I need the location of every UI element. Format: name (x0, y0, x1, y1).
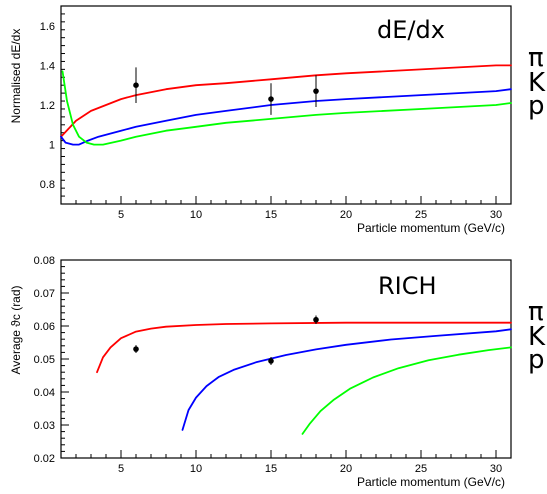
rich-y-tick-label: 0.02 (34, 453, 55, 465)
rich-y-ticks: 0.02 0.03 0.04 0.05 0.06 0.07 0.08 (34, 255, 69, 465)
rich-x-tick-label: 15 (265, 463, 277, 475)
rich-x-tick-label: 25 (415, 463, 427, 475)
rich-kaon-label: K (528, 322, 546, 352)
dedx-proton-curve (61, 70, 512, 146)
rich-panel-title: RICH (378, 272, 437, 300)
dedx-kaon-label: K (528, 68, 546, 98)
dedx-pion-label: π (528, 43, 544, 73)
rich-x-tick-label: 5 (118, 463, 124, 475)
rich-data-points (133, 315, 319, 365)
dedx-panel-title: dE/dx (377, 16, 445, 44)
dedx-data-points (133, 67, 319, 115)
rich-data-point (268, 358, 274, 364)
rich-x-tick-label: 30 (490, 463, 502, 475)
dedx-data-point (313, 88, 319, 94)
dedx-y-tick-label: 0.8 (40, 179, 55, 191)
rich-y-tick-label: 0.08 (34, 255, 55, 267)
dedx-x-tick-label: 5 (118, 209, 124, 221)
rich-panel: 5 10 15 20 25 30 0.02 0.03 0.04 0.05 0.06 0.07 0.08… (9, 255, 546, 489)
dedx-y-tick-label: 1 (49, 140, 55, 152)
rich-proton-label: p (528, 345, 545, 375)
dedx-particle-labels: π K p (528, 43, 546, 121)
dedx-y-ticks: 0.8 1 1.2 1.4 1.6 (40, 5, 65, 205)
dedx-x-tick-label: 20 (340, 209, 352, 221)
dedx-x-ticks: 5 10 15 20 25 30 (60, 196, 512, 221)
rich-kaon-curve (181, 328, 512, 431)
dedx-y-tick-label: 1.4 (40, 60, 55, 72)
rich-x-tick-label: 10 (190, 463, 202, 475)
dedx-x-tick-label: 25 (415, 209, 427, 221)
rich-pion-label: π (528, 297, 544, 327)
rich-y-tick-label: 0.06 (34, 321, 55, 333)
rich-y-tick-label: 0.05 (34, 354, 55, 366)
dedx-x-tick-label: 30 (490, 209, 502, 221)
rich-x-ticks: 5 10 15 20 25 30 (60, 450, 512, 475)
dedx-x-axis-title: Particle momentum (GeV/c) (357, 221, 505, 235)
dedx-kaon-curve (60, 88, 512, 146)
dedx-proton-label: p (528, 91, 545, 121)
dedx-y-tick-label: 1.6 (40, 21, 55, 33)
rich-y-tick-label: 0.07 (34, 288, 55, 300)
rich-x-axis-title: Particle momentum (GeV/c) (357, 475, 505, 489)
dedx-x-tick-label: 10 (190, 209, 202, 221)
rich-y-tick-label: 0.03 (34, 420, 55, 432)
dedx-panel: 5 10 15 20 25 30 0.8 1 1.2 1.4 1.6 dE/dx Particle… (9, 5, 546, 235)
rich-pion-curve (96, 321, 512, 374)
dedx-y-tick-label: 1.2 (40, 100, 55, 112)
rich-y-axis-title: Average ϑc (rad) (9, 285, 23, 374)
dedx-data-point (133, 82, 139, 88)
dedx-y-axis-title: Normalised dE/dx (9, 29, 23, 124)
dedx-data-point (268, 96, 274, 102)
rich-curves (96, 321, 512, 435)
rich-data-point (133, 346, 139, 352)
dedx-curves (60, 64, 512, 146)
rich-particle-labels: π K p (528, 297, 546, 375)
rich-plot-frame (60, 259, 512, 459)
rich-y-tick-label: 0.04 (34, 387, 55, 399)
dedx-pion-curve (60, 64, 512, 138)
rich-x-tick-label: 20 (340, 463, 352, 475)
dedx-x-tick-label: 15 (265, 209, 277, 221)
rich-proton-curve (301, 346, 512, 435)
rich-data-point (313, 316, 319, 323)
